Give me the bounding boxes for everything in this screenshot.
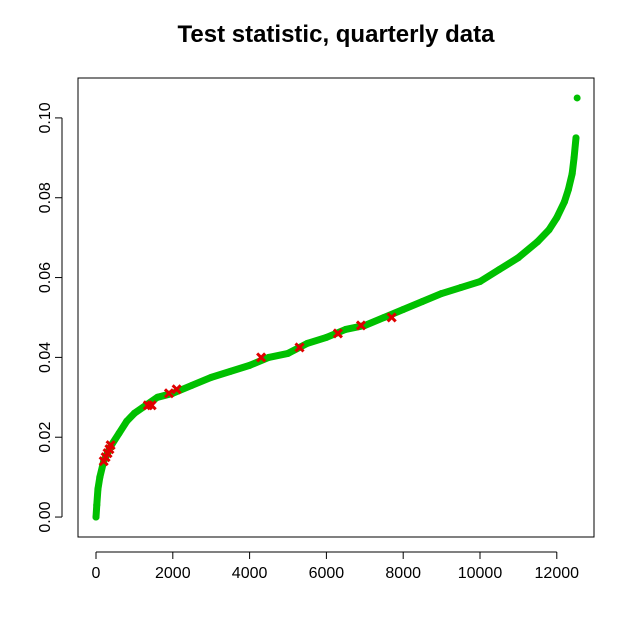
data-point	[476, 278, 484, 286]
data-point	[545, 226, 553, 234]
data-point	[570, 154, 578, 162]
data-point	[153, 393, 161, 401]
data-point	[115, 429, 123, 437]
data-point	[123, 417, 131, 425]
data-point	[92, 513, 100, 521]
data-point	[188, 381, 196, 389]
x-tick-label: 0	[92, 565, 101, 582]
y-tick-label: 0.00	[37, 501, 54, 532]
data-point	[572, 134, 580, 142]
data-point	[457, 284, 465, 292]
y-tick-label: 0.08	[37, 182, 54, 213]
cross-stroke	[163, 388, 175, 399]
data-point	[438, 290, 446, 298]
data-point	[130, 409, 138, 417]
data-point	[495, 266, 503, 274]
data-point	[553, 214, 561, 222]
cross-marker	[163, 388, 175, 399]
data-point	[399, 305, 407, 313]
cross-stroke	[105, 440, 116, 451]
cross-stroke	[332, 328, 343, 339]
data-point	[207, 373, 215, 381]
data-point	[284, 349, 292, 357]
data-point	[342, 325, 350, 333]
cross-stroke	[386, 312, 397, 323]
data-point	[573, 94, 581, 102]
data-point	[246, 361, 254, 369]
y-tick-label: 0.06	[37, 262, 54, 293]
y-tick-label: 0.02	[37, 422, 54, 453]
x-tick-label: 2000	[155, 565, 191, 582]
cross-marker	[386, 312, 397, 323]
data-point	[94, 485, 102, 493]
data-point	[322, 333, 330, 341]
data-point	[514, 254, 522, 262]
data-point	[96, 473, 104, 481]
data-point	[564, 186, 572, 194]
cross-marker	[332, 328, 343, 339]
cross-stroke	[146, 400, 157, 411]
data-point	[226, 367, 234, 375]
data-point	[568, 170, 576, 178]
plot-frame	[77, 77, 595, 538]
y-tick-label: 0.04	[37, 342, 54, 373]
data-point	[380, 313, 388, 321]
data-point	[303, 339, 311, 347]
y-tick-label: 0.10	[37, 102, 54, 133]
cross-marker	[171, 384, 182, 395]
data-point	[534, 238, 542, 246]
cross-marker	[256, 352, 267, 363]
cross-marker	[294, 342, 305, 353]
data-point	[560, 198, 568, 206]
x-tick-label: 4000	[232, 565, 268, 582]
data-point	[418, 298, 426, 306]
cross-stroke	[171, 384, 182, 395]
cross-stroke	[294, 342, 305, 353]
x-tick-label: 10000	[458, 565, 503, 582]
cross-marker	[105, 440, 116, 451]
cross-stroke	[355, 320, 367, 331]
cross-marker	[355, 320, 367, 331]
x-tick-label: 6000	[309, 565, 345, 582]
cross-marker	[146, 400, 157, 411]
data-point	[93, 501, 101, 509]
x-tick-label: 8000	[385, 565, 421, 582]
data-point	[265, 353, 273, 361]
x-tick-label: 12000	[535, 565, 580, 582]
chart-title: Test statistic, quarterly data	[178, 21, 496, 48]
cross-stroke	[256, 352, 267, 363]
